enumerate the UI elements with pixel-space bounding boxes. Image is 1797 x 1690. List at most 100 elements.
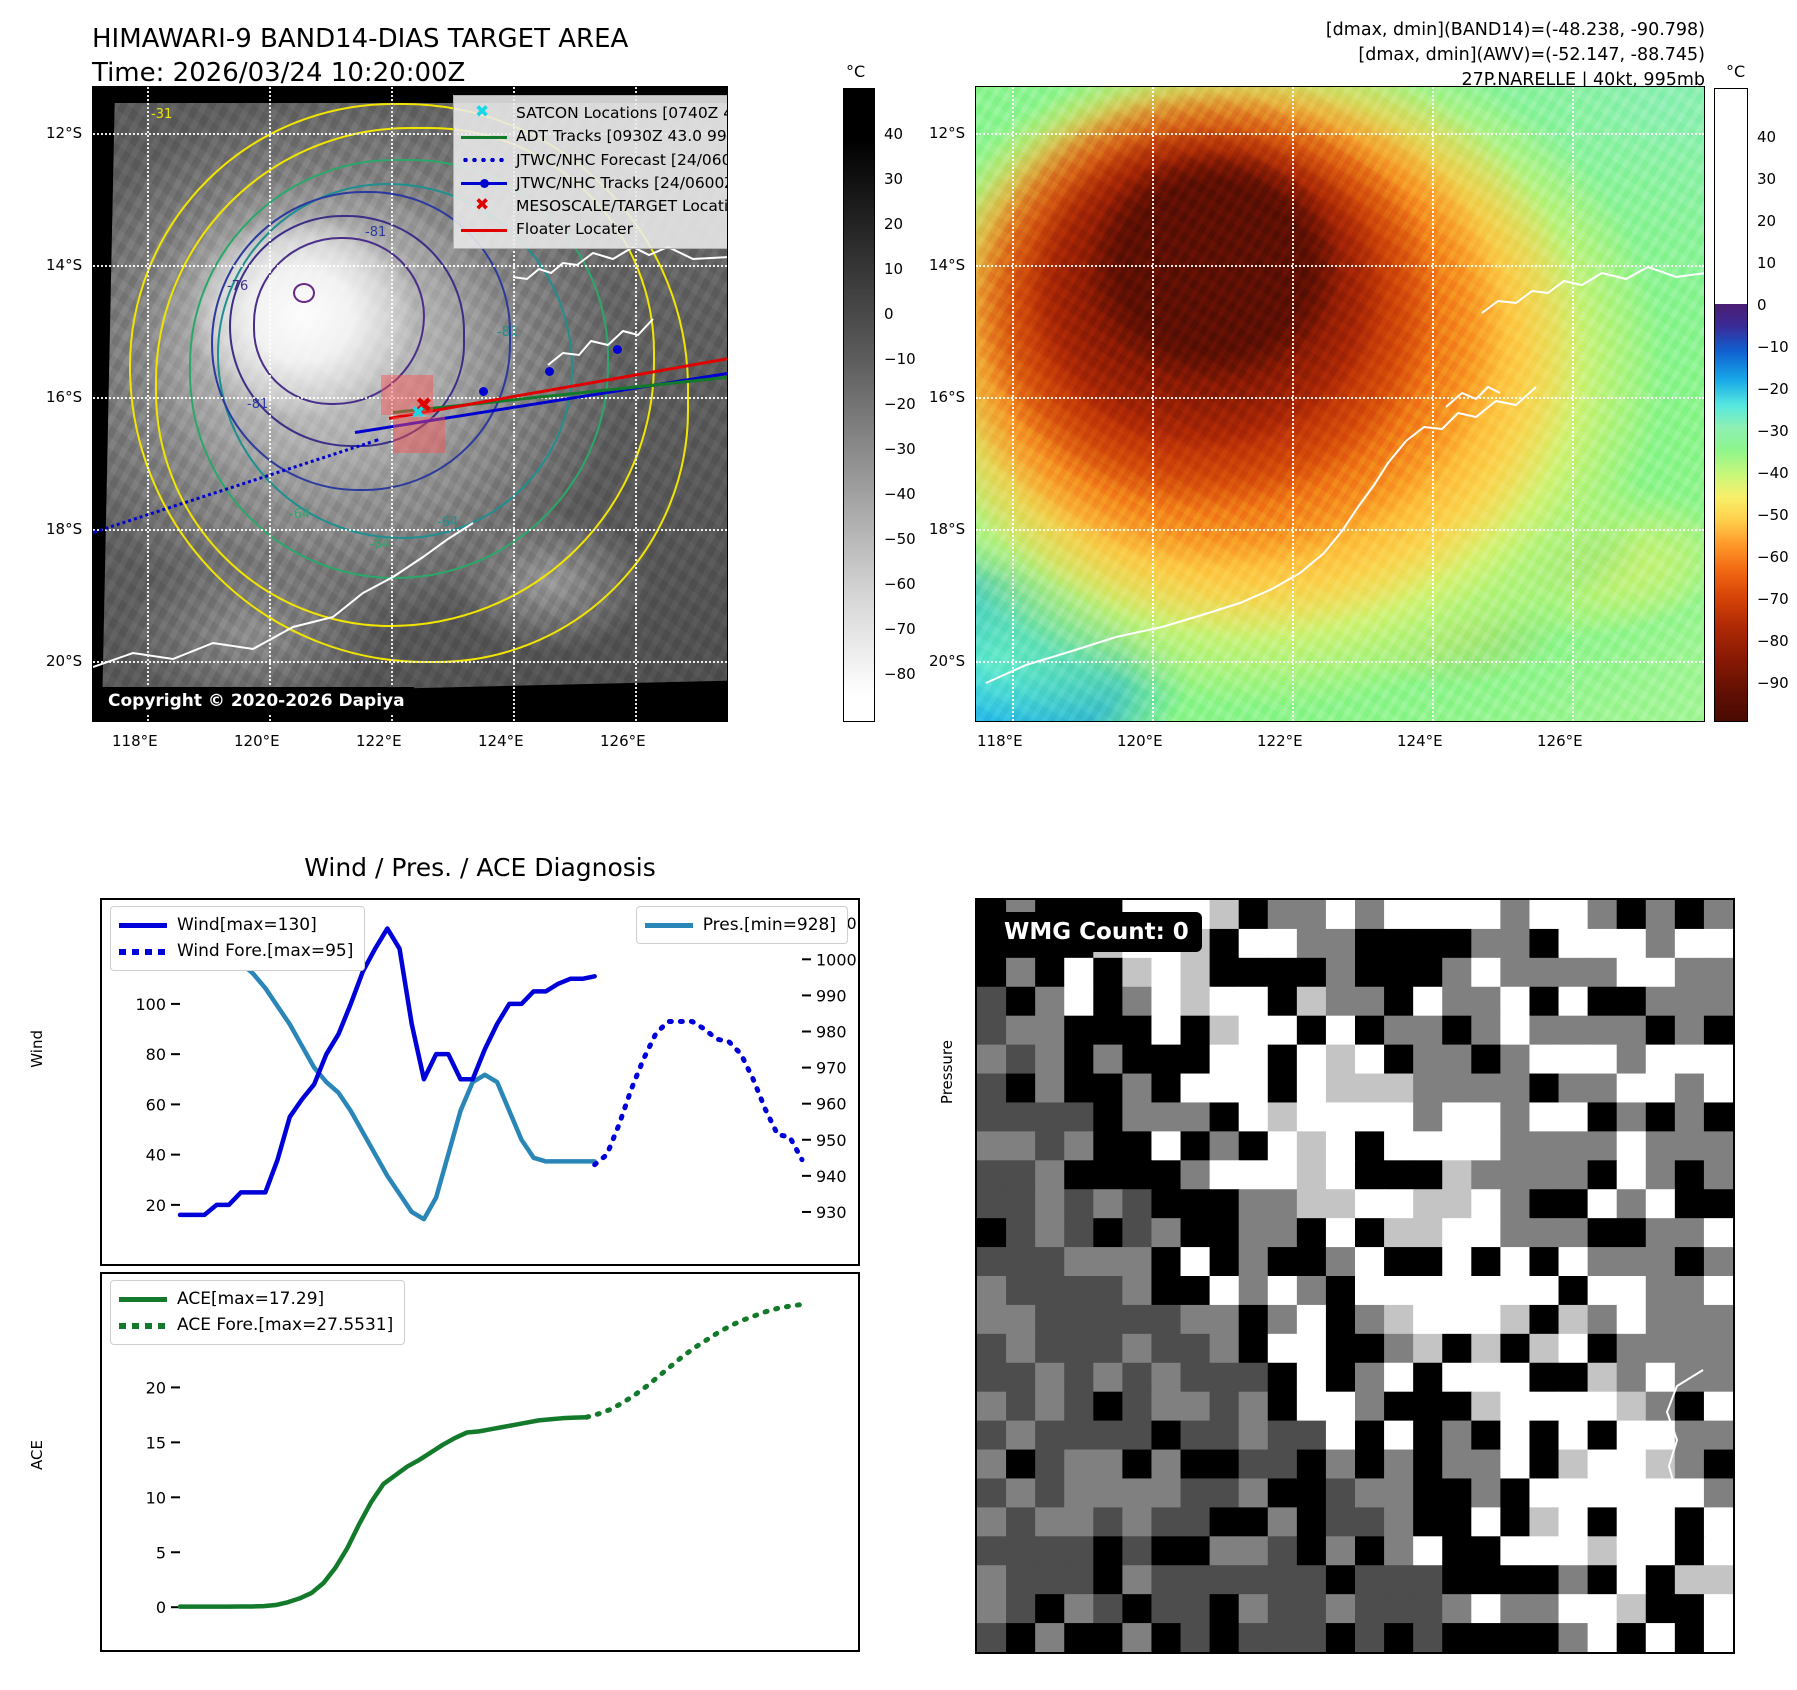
legend-label: SATCON Locations [0740Z 48 987] xyxy=(516,104,727,122)
p2-lon-tick-122e: 122°E xyxy=(1257,732,1303,750)
legend-item-wind[interactable]: Wind[max=130] xyxy=(119,912,353,938)
target-box-lower xyxy=(393,417,445,453)
legend-label: Wind Fore.[max=95] xyxy=(177,941,354,962)
cb1-tick-m10: −10 xyxy=(884,350,916,368)
svg-text:980: 980 xyxy=(816,1022,847,1041)
svg-text:990: 990 xyxy=(816,986,847,1005)
cb1-tick-m60: −60 xyxy=(884,575,916,593)
legend-item-satcon[interactable]: ✖ SATCON Locations [0740Z 48 987] xyxy=(461,101,727,125)
wind-legend: Wind[max=130] Wind Fore.[max=95] xyxy=(110,906,366,971)
contour-label-5: -81 xyxy=(497,325,519,340)
contour-navy-2 xyxy=(229,215,465,447)
wmg-panel[interactable]: WMG Count: 0 xyxy=(975,898,1735,1654)
grid-line-lon-124 xyxy=(1432,87,1434,721)
svg-text:970: 970 xyxy=(816,1059,847,1078)
colorbar-unit-label-2: °C xyxy=(1726,62,1746,81)
grid-line-lon-118 xyxy=(1012,87,1014,721)
pressure-legend: Pres.[min=928] xyxy=(635,906,848,945)
diagnosis-title: Wind / Pres. / ACE Diagnosis xyxy=(304,853,656,882)
mesoscale-target-x-icon: ✖ xyxy=(415,393,433,417)
grayscale-colorbar xyxy=(843,88,875,722)
dmax-dmin-awv: [dmax, dmin](AWV)=(-52.147, -88.745) xyxy=(1358,44,1705,65)
map-legend: ✖ SATCON Locations [0740Z 48 987] ADT Tr… xyxy=(453,95,727,249)
ace-axis-label: ACE xyxy=(28,1440,46,1470)
p2-lat-tick-16s: 16°S xyxy=(929,388,966,406)
legend-item-ace-forecast[interactable]: ACE Fore.[max=27.5531] xyxy=(119,1312,393,1338)
cb2-tick-m30: −30 xyxy=(1757,422,1789,440)
wind-line-icon xyxy=(119,919,167,931)
p2-lon-tick-124e: 124°E xyxy=(1397,732,1443,750)
grid-line-lon-126 xyxy=(1572,87,1574,721)
svg-text:960: 960 xyxy=(816,1095,847,1114)
grid-line-lon-122 xyxy=(391,87,393,721)
wind-pressure-chart[interactable]: 2040608010012093094095096097098099010001… xyxy=(100,898,860,1266)
legend-item-jtwc-forecast[interactable]: JTWC/NHC Forecast [24/0600Z] xyxy=(461,149,727,172)
wind-forecast-dotted-icon xyxy=(119,946,167,958)
legend-item-adt[interactable]: ADT Tracks [0930Z 43.0 995.7] xyxy=(461,125,727,148)
svg-text:1000: 1000 xyxy=(816,950,857,969)
contour-label-2: -76 xyxy=(227,279,249,294)
lon-tick-120e: 120°E xyxy=(234,732,280,750)
svg-text:5: 5 xyxy=(156,1543,166,1562)
legend-label: ACE[max=17.29] xyxy=(177,1289,325,1309)
grid-line-lat-14 xyxy=(976,265,1704,267)
cb1-tick-m40: −40 xyxy=(884,485,916,503)
legend-item-wind-forecast[interactable]: Wind Fore.[max=95] xyxy=(119,938,353,964)
satcon-location-x-icon: ✖ xyxy=(411,403,426,423)
title-line-1: HIMAWARI-9 BAND14-DIAS TARGET AREA xyxy=(92,24,629,54)
lat-tick-16s: 16°S xyxy=(46,388,83,406)
contour-label-8: -64 xyxy=(437,515,459,530)
lon-tick-122e: 122°E xyxy=(356,732,402,750)
cb1-tick-m80: −80 xyxy=(884,665,916,683)
legend-item-ace[interactable]: ACE[max=17.29] xyxy=(119,1286,393,1312)
legend-label: ADT Tracks [0930Z 43.0 995.7] xyxy=(516,127,727,146)
lat-tick-12s: 12°S xyxy=(46,124,83,142)
legend-item-pressure[interactable]: Pres.[min=928] xyxy=(644,912,836,938)
cb1-tick-30: 30 xyxy=(884,170,904,188)
p2-lon-tick-126e: 126°E xyxy=(1537,732,1583,750)
panel2-header: [dmax, dmin](BAND14)=(-48.238, -90.798) … xyxy=(1326,18,1705,93)
ir-grayscale-map-panel[interactable]: -31 -76 -81 -81 -81 -64 -64 -64 ✖ ✖ Copy… xyxy=(92,86,728,722)
p2-lat-tick-20s: 20°S xyxy=(929,652,966,670)
legend-item-jtwc-tracks[interactable]: JTWC/NHC Tracks [24/0600Z] xyxy=(461,172,727,195)
mesoscale-x-icon: ✖ xyxy=(475,194,490,215)
floater-line-icon xyxy=(461,223,507,237)
legend-label: Wind[max=130] xyxy=(177,915,317,935)
grid-line-lat-12 xyxy=(976,133,1704,135)
p2-lon-tick-120e: 120°E xyxy=(1117,732,1163,750)
grid-line-lon-120 xyxy=(1152,87,1154,721)
cb1-tick-40: 40 xyxy=(884,125,904,143)
ace-chart[interactable]: 0510152025 ACE[max=17.29] ACE Fore.[max=… xyxy=(100,1272,860,1652)
pressure-line-icon xyxy=(644,919,693,931)
cb1-tick-0: 0 xyxy=(884,305,894,323)
grid-line-lat-16 xyxy=(93,397,727,399)
contour-label-6: -64 xyxy=(289,507,311,522)
ace-legend: ACE[max=17.29] ACE Fore.[max=27.5531] xyxy=(110,1280,406,1345)
satcon-x-icon: ✖ xyxy=(475,101,490,122)
svg-text:40: 40 xyxy=(146,1146,166,1165)
cb2-tick-0: 0 xyxy=(1757,296,1767,314)
contour-label-0: -31 xyxy=(151,107,173,122)
ace-line-icon xyxy=(119,1293,167,1305)
wmg-count-badge: WMG Count: 0 xyxy=(991,912,1202,952)
legend-item-floater[interactable]: Floater Locater xyxy=(461,218,727,241)
cb2-tick-m70: −70 xyxy=(1757,590,1789,608)
p2-lat-tick-12s: 12°S xyxy=(929,124,966,142)
ace-forecast-dotted-icon xyxy=(119,1320,167,1332)
satellite-imagery-enhanced xyxy=(976,87,1704,721)
cb1-tick-m50: −50 xyxy=(884,530,916,548)
jtwc-track-point xyxy=(479,387,488,396)
ir-color-map-panel[interactable] xyxy=(975,86,1705,722)
svg-text:60: 60 xyxy=(146,1095,166,1114)
track-line-dot-icon xyxy=(461,176,507,190)
contour-navy-3 xyxy=(253,237,425,405)
cb1-tick-m30: −30 xyxy=(884,440,916,458)
copyright-notice: Copyright © 2020-2026 Dapiya xyxy=(99,687,414,715)
legend-item-mesoscale[interactable]: ✖ MESOSCALE/TARGET Location xyxy=(461,194,727,218)
contour-navy-1 xyxy=(211,191,511,491)
pressure-axis-label: Pressure xyxy=(938,1040,956,1105)
adt-line-icon xyxy=(461,130,507,144)
lon-tick-126e: 126°E xyxy=(600,732,646,750)
grid-line-lat-20 xyxy=(93,661,727,663)
cb2-tick-m20: −20 xyxy=(1757,380,1789,398)
